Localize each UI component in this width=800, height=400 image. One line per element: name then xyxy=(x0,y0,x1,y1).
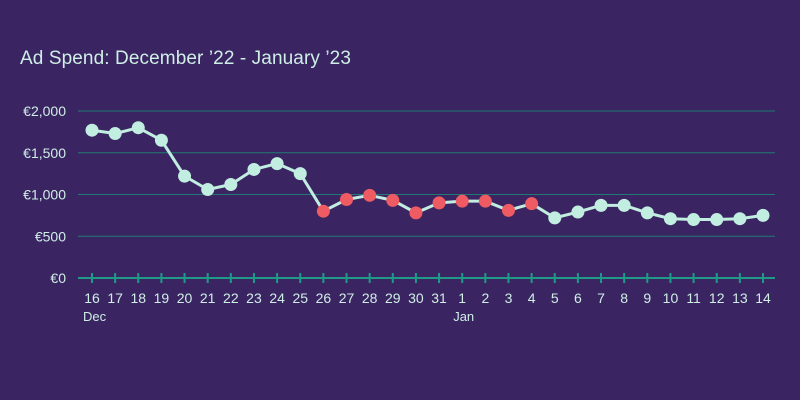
x-tick-label: 6 xyxy=(574,290,582,306)
x-tick-label: 5 xyxy=(551,290,559,306)
x-tick-label: 17 xyxy=(107,290,123,306)
x-tick-label: 31 xyxy=(431,290,447,306)
data-point xyxy=(108,127,122,141)
data-point xyxy=(663,212,677,226)
data-point xyxy=(85,123,99,137)
x-tick-label: 7 xyxy=(597,290,605,306)
x-tick-label: 1 xyxy=(458,290,466,306)
data-point xyxy=(733,212,747,226)
data-point xyxy=(548,211,562,225)
x-tick-label: 19 xyxy=(154,290,170,306)
data-point xyxy=(178,169,192,183)
month-label: Jan xyxy=(453,309,474,324)
data-point xyxy=(201,182,215,196)
y-tick-label: €1,000 xyxy=(23,187,66,203)
highlighted-data-point xyxy=(340,193,354,207)
x-tick-label: 24 xyxy=(269,290,285,306)
data-point xyxy=(710,213,724,227)
x-tick-label: 9 xyxy=(643,290,651,306)
data-point xyxy=(756,208,770,222)
y-tick-label: €1,500 xyxy=(23,145,66,161)
highlighted-data-point xyxy=(525,197,539,211)
x-tick-label: 4 xyxy=(528,290,536,306)
data-point xyxy=(154,133,168,147)
x-tick-label: 3 xyxy=(505,290,513,306)
x-tick-label: 27 xyxy=(339,290,355,306)
x-tick-label: 30 xyxy=(408,290,424,306)
month-label: Dec xyxy=(83,309,107,324)
x-tick-label: 20 xyxy=(177,290,193,306)
data-point xyxy=(617,198,631,212)
data-point xyxy=(571,205,585,219)
highlighted-data-point xyxy=(432,196,446,210)
x-tick-label: 29 xyxy=(385,290,401,306)
x-tick-label: 13 xyxy=(732,290,748,306)
highlighted-data-point xyxy=(363,188,377,202)
data-point xyxy=(247,162,261,176)
data-point xyxy=(224,177,238,191)
x-tick-label: 2 xyxy=(481,290,489,306)
x-tick-label: 14 xyxy=(755,290,771,306)
x-tick-label: 26 xyxy=(316,290,332,306)
data-point xyxy=(594,198,608,212)
highlighted-data-point xyxy=(478,194,492,208)
x-tick-label: 12 xyxy=(709,290,725,306)
highlighted-data-point xyxy=(455,194,469,208)
x-tick-label: 28 xyxy=(362,290,378,306)
y-tick-label: €2,000 xyxy=(23,103,66,119)
highlighted-data-point xyxy=(386,193,400,207)
x-tick-label: 10 xyxy=(663,290,679,306)
y-tick-label: €0 xyxy=(50,270,66,286)
x-tick-label: 23 xyxy=(246,290,262,306)
y-tick-label: €500 xyxy=(35,228,66,244)
x-tick-label: 11 xyxy=(686,290,701,306)
x-tick-label: 21 xyxy=(200,290,216,306)
x-tick-label: 16 xyxy=(84,290,100,306)
chart-title: Ad Spend: December ’22 - January ’23 xyxy=(20,48,352,69)
data-point xyxy=(640,206,654,220)
data-point xyxy=(293,167,307,181)
x-tick-label: 25 xyxy=(292,290,308,306)
data-point xyxy=(687,213,701,227)
data-point xyxy=(270,157,284,171)
highlighted-data-point xyxy=(501,203,515,217)
data-point xyxy=(131,121,145,135)
x-tick-label: 18 xyxy=(130,290,146,306)
x-tick-label: 8 xyxy=(620,290,628,306)
highlighted-data-point xyxy=(316,204,330,218)
x-tick-label: 22 xyxy=(223,290,239,306)
series-line xyxy=(90,126,765,222)
highlighted-data-point xyxy=(409,206,423,220)
